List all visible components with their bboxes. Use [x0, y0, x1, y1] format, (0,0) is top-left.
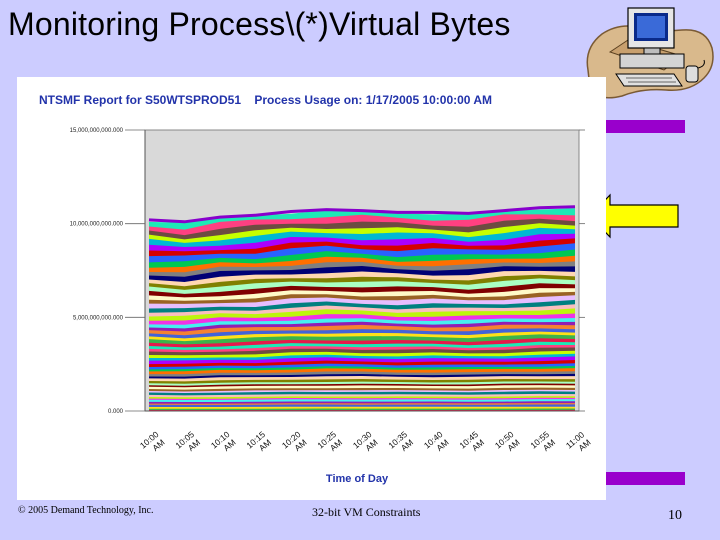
- slide-title: Monitoring Process\(*)Virtual Bytes: [8, 6, 511, 43]
- y-tick-label: 15,000,000,000.000: [70, 128, 124, 134]
- x-tick-label: 10:00AM: [138, 429, 167, 458]
- x-tick-label: 10:15AM: [244, 429, 273, 458]
- y-tick-label: 0.000: [108, 409, 124, 415]
- stacked-area-series-group: [149, 207, 575, 411]
- copyright-footer: © 2005 Demand Technology, Inc.: [18, 505, 153, 516]
- x-tick-label: 10:40AM: [422, 429, 451, 458]
- x-tick-label: 10:05AM: [173, 429, 202, 458]
- x-tick-label: 10:25AM: [315, 429, 344, 458]
- x-tick-label: 11:00AM: [564, 429, 593, 458]
- x-tick-label: 10:50AM: [493, 429, 522, 458]
- footer-subject: 32-bit VM Constraints: [312, 505, 420, 520]
- y-tick-label: 10,000,000,000.000: [70, 222, 124, 228]
- x-axis-label: Time of Day: [326, 473, 389, 485]
- x-tick-label: 10:30AM: [351, 429, 380, 458]
- report-chart: NTSMF Report for S50WTSPROD51 Process Us…: [17, 77, 606, 500]
- page-number: 10: [668, 508, 682, 524]
- accent-bar-top: [605, 120, 685, 133]
- x-tick-label: 10:45AM: [457, 429, 486, 458]
- x-tick-label: 10:55AM: [528, 429, 557, 458]
- x-tick-label: 10:10AM: [209, 429, 238, 458]
- chart-title: NTSMF Report for S50WTSPROD51 Process Us…: [39, 93, 492, 107]
- x-axis-tick-labels: 10:00AM 10:05AM 10:10AM 10:15AM 10:20AM 10:25…: [138, 429, 593, 458]
- x-tick-label: 10:20AM: [280, 429, 309, 458]
- accent-bar-bottom: [605, 472, 685, 485]
- y-tick-label: 5,000,000,000.000: [73, 315, 124, 321]
- x-tick-label: 10:35AM: [386, 429, 415, 458]
